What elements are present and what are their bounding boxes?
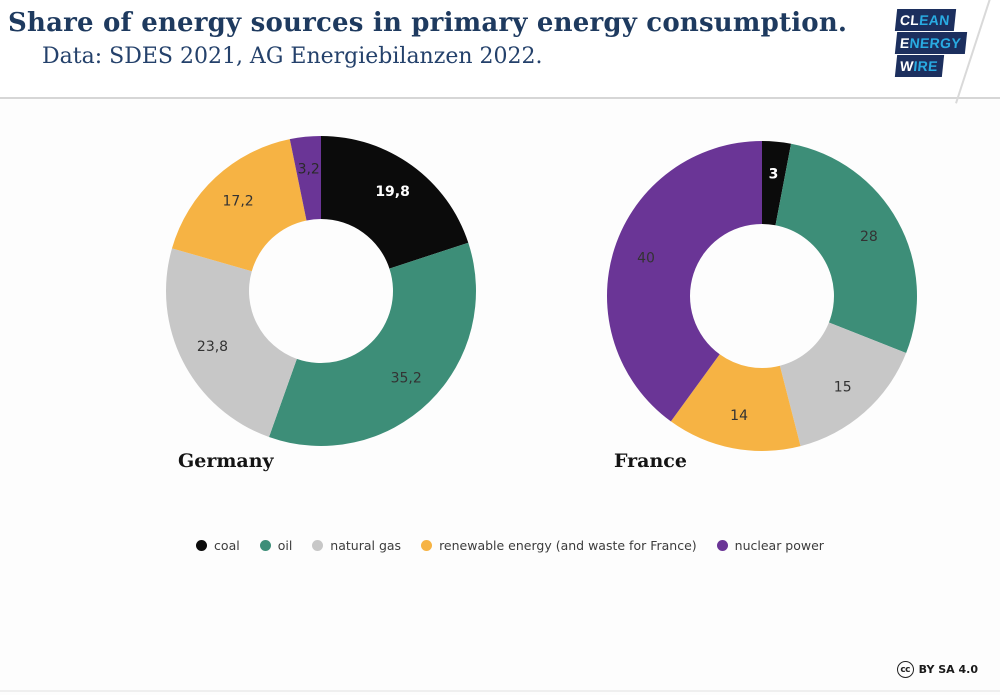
legend-dot-oil (259, 540, 271, 551)
page-subtitle: Data: SDES 2021, AG Energiebilanzen 2022… (42, 44, 543, 69)
legend-item-coal: coal (196, 538, 240, 553)
slice-coal (321, 136, 469, 269)
slice-value-label: 14 (730, 408, 748, 424)
slice-oil (775, 143, 918, 354)
logo-text-blue: IRE (912, 58, 939, 74)
legend-label-renewable-energy: renewable energy (and waste for France) (439, 538, 697, 553)
legend-dot-coal (196, 540, 208, 551)
slice-oil (269, 242, 476, 446)
slice-value-label: 19,8 (375, 184, 410, 200)
logo-block-wire: WIRE (894, 55, 944, 77)
header: Share of energy sources in primary energ… (0, 0, 1000, 104)
legend-item-natural-gas: natural gas (312, 538, 401, 553)
legend-item-oil: oil (259, 538, 293, 553)
slice-value-label: 23,8 (197, 339, 228, 355)
donut-chart-france: 3 28 15 14 40 (606, 141, 918, 452)
slice-renewable-energy-and-waste- (670, 354, 801, 452)
legend-dot-renewable-energy (421, 540, 433, 551)
legend-label-coal: coal (214, 538, 240, 553)
bottom-divider (0, 690, 1000, 692)
legend-dot-natural-gas (312, 540, 324, 551)
slice-natural-gas (779, 322, 907, 447)
creative-commons-icon: cc (896, 661, 914, 678)
slice-renewable-energy (171, 139, 307, 272)
slice-value-label: 28 (860, 229, 878, 245)
slice-value-label: 3 (769, 167, 779, 183)
logo-text-blue: NERGY (908, 35, 962, 51)
chart-title-france: France (614, 450, 687, 472)
logo-block-clean: CLEAN (894, 9, 956, 31)
legend-item-renewable-energy: renewable energy (and waste for France) (421, 538, 697, 553)
clean-energy-wire-logo: CLEAN ENERGY WIRE (894, 9, 986, 78)
logo-row: ENERGY (894, 32, 986, 55)
slice-value-label: 15 (834, 380, 852, 396)
legend-label-natural-gas: natural gas (330, 538, 402, 553)
legend-label-nuclear-power: nuclear power (734, 538, 824, 553)
license-footer: cc BY SA 4.0 (896, 661, 978, 678)
logo-row: WIRE (894, 55, 986, 78)
slice-natural-gas (165, 248, 297, 438)
legend-label-oil: oil (277, 538, 293, 553)
slice-value-label: 3,2 (298, 162, 320, 178)
logo-block-energy: ENERGY (894, 32, 968, 54)
slice-nuclear-power (606, 141, 762, 422)
logo-text-blue: EAN (918, 12, 951, 28)
legend-item-nuclear-power: nuclear power (716, 538, 824, 553)
slice-value-label: 40 (637, 250, 655, 266)
logo-text-white: CL (899, 12, 921, 28)
legend-dot-nuclear-power (716, 540, 728, 551)
logo-row: CLEAN (894, 9, 986, 32)
slice-nuclear-power (289, 136, 321, 221)
legend: coal oil natural gas renewable energy (a… (0, 538, 1000, 553)
slice-coal (762, 141, 792, 226)
slice-value-label: 17,2 (223, 194, 254, 210)
page-title: Share of energy sources in primary energ… (8, 8, 848, 38)
slice-value-label: 35,2 (391, 370, 422, 386)
chart-title-germany: Germany (178, 450, 274, 472)
donut-chart-germany: 19,8 35,2 23,8 17,2 3,2 (165, 136, 476, 446)
license-text: BY SA 4.0 (918, 663, 978, 676)
